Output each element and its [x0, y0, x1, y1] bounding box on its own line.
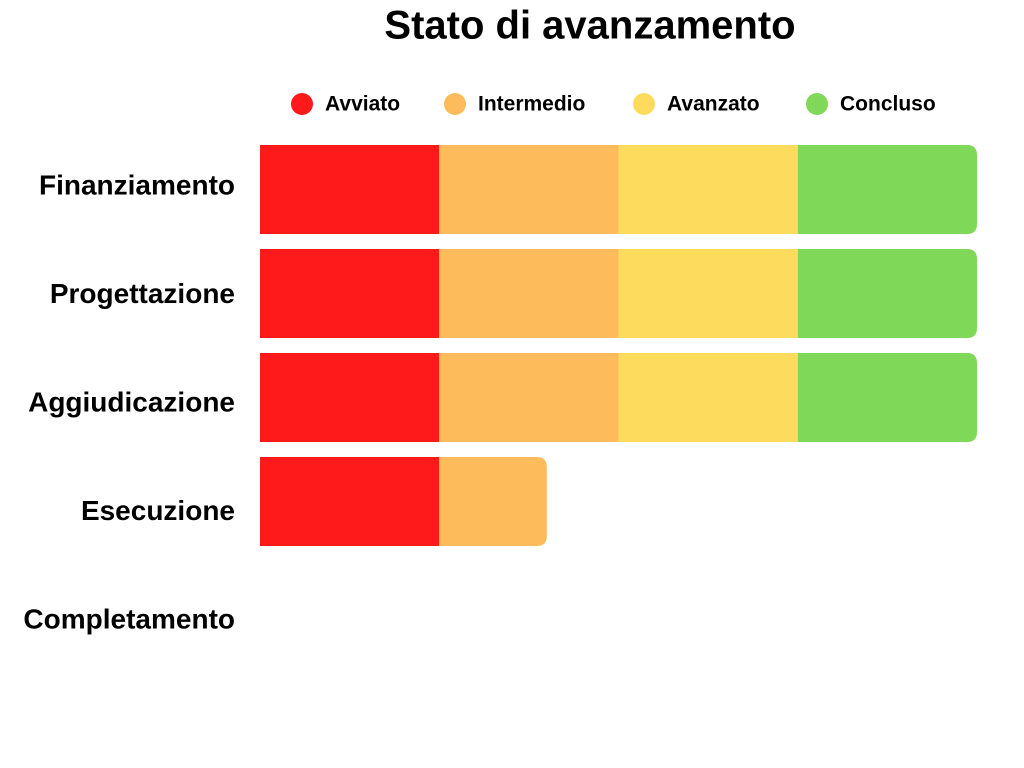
y-tick-label: Progettazione — [50, 278, 235, 309]
bar-segment — [260, 145, 440, 234]
bar-segment — [260, 249, 440, 338]
legend-label: Avanzato — [667, 93, 760, 116]
bar-segment — [439, 145, 619, 234]
y-tick-label: Aggiudicazione — [28, 386, 235, 417]
bar-segment — [439, 457, 547, 546]
legend-label: Concluso — [840, 93, 936, 116]
legend-swatch — [633, 93, 655, 115]
legend-label: Intermedio — [478, 93, 585, 116]
bar-segment — [797, 353, 977, 442]
legend-swatch — [806, 93, 828, 115]
bar-segment — [797, 145, 977, 234]
bar-segment — [439, 249, 619, 338]
y-tick-label: Finanziamento — [39, 169, 235, 200]
bar-segment — [260, 353, 440, 442]
bar-segment — [618, 249, 798, 338]
legend-swatch — [291, 93, 313, 115]
bar-segment — [439, 353, 619, 442]
bar-segment — [260, 457, 440, 546]
y-tick-label: Esecuzione — [81, 495, 235, 526]
legend-swatch — [444, 93, 466, 115]
chart-title: Stato di avanzamento — [384, 4, 795, 48]
legend-label: Avviato — [325, 93, 400, 116]
bar-segment — [618, 145, 798, 234]
bar-segment — [618, 353, 798, 442]
y-tick-label: Completamento — [23, 603, 235, 634]
bar-segment — [797, 249, 977, 338]
